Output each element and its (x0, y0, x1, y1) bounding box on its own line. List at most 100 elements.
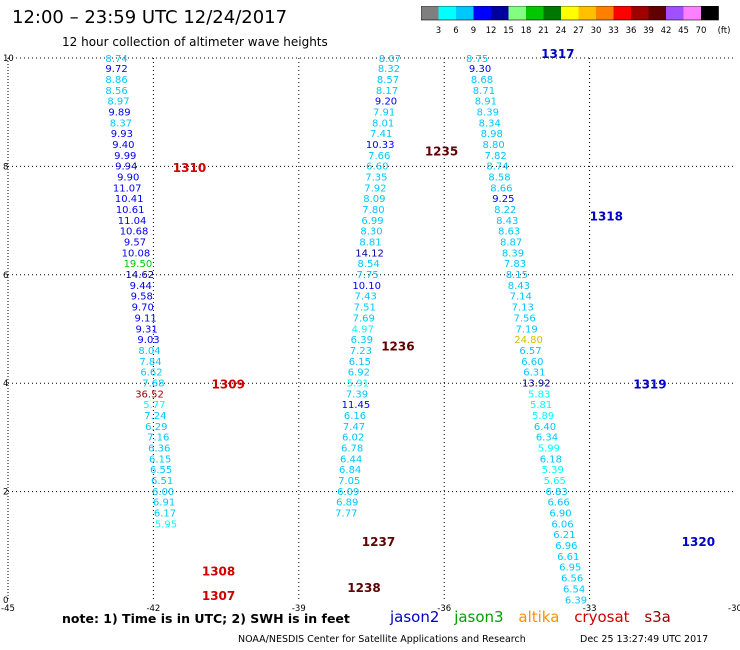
wave-height-point: 6.39 (565, 595, 587, 606)
pass-time-label: 1317 (541, 47, 574, 61)
colorbar-unit: (ft) (718, 26, 731, 36)
wave-height-point: 8.22 (494, 205, 516, 216)
wave-height-point: 7.13 (512, 303, 534, 314)
wave-height-point: 7.91 (373, 107, 395, 118)
wave-height-point: 5.91 (347, 378, 369, 389)
wave-height-point: 9.90 (117, 172, 139, 183)
wave-height-point: 9.70 (132, 303, 154, 314)
wave-height-point: 6.66 (547, 498, 569, 509)
wave-height-point: 6.89 (336, 498, 358, 509)
wave-height-point: 8.54 (357, 259, 379, 270)
wave-height-point: 6.15 (349, 357, 371, 368)
wave-height-point: 8.15 (506, 270, 528, 281)
colorbar-swatch (683, 6, 701, 20)
wave-height-point: 9.03 (137, 335, 159, 346)
wave-height-point: 6.92 (348, 368, 370, 379)
colorbar-label: 12 (486, 26, 497, 36)
wave-height-point: 6.29 (145, 422, 167, 433)
x-tick-label: -42 (146, 604, 160, 614)
satellite-legend: jason2 jason3 altika cryosat s3a (390, 608, 681, 626)
wave-height-point: 6.95 (559, 563, 581, 574)
wave-height-point: 6.96 (555, 541, 577, 552)
wave-height-point: 7.05 (338, 476, 360, 487)
pass-time-label: 1319 (633, 378, 666, 392)
chart-title: 12:00 – 23:59 UTC 12/24/2017 (12, 7, 288, 28)
wave-height-point: 7.19 (515, 324, 537, 335)
wave-height-point: 10.10 (352, 281, 381, 292)
wave-height-point: 7.75 (356, 270, 378, 281)
x-tick-label: -45 (1, 604, 15, 614)
wave-height-point: 8.34 (479, 118, 501, 129)
wave-height-point: 5.83 (528, 389, 550, 400)
wave-height-point: 9.40 (112, 140, 134, 151)
x-tick-label: -30 (728, 604, 740, 614)
y-tick-label: 2 (3, 488, 8, 498)
wave-height-point: 6.83 (546, 487, 568, 498)
wave-height-point: 8.56 (105, 86, 127, 97)
colorbar-swatch (561, 6, 579, 20)
x-tick-label: -36 (437, 604, 451, 614)
legend-jason3: jason3 (454, 608, 504, 626)
wave-height-point: 7.16 (147, 433, 169, 444)
colorbar-swatch (526, 6, 544, 20)
wave-height-point: 8.63 (498, 227, 520, 238)
wave-height-point: 6.17 (154, 509, 176, 520)
wave-height-point: 6.21 (553, 530, 575, 541)
wave-height-point: 6.90 (549, 509, 571, 520)
wave-height-point: 8.58 (488, 172, 510, 183)
wave-height-point: 8.32 (378, 64, 400, 75)
pass-time-label: 1235 (425, 145, 458, 159)
note-text: note: 1) Time is in UTC; 2) SWH is in fe… (62, 611, 350, 626)
wave-height-point: 8.98 (481, 129, 503, 140)
wave-height-point: 6.55 (150, 465, 172, 476)
colorbar-swatch (473, 6, 491, 20)
wave-height-point: 7.84 (139, 357, 161, 368)
wave-height-point: 8.86 (105, 75, 127, 86)
wave-height-point: 6.91 (153, 498, 175, 509)
colorbar-label: 33 (608, 26, 619, 36)
wave-height-point: 6.15 (149, 454, 171, 465)
wave-height-point: 10.33 (366, 140, 395, 151)
wave-height-point: 7.83 (504, 259, 526, 270)
colorbar-swatch (648, 6, 666, 20)
wave-height-point: 14.12 (355, 248, 384, 259)
colorbar-label: 70 (696, 26, 707, 36)
wave-height-point: 10.08 (122, 248, 151, 259)
pass-time-label: 1308 (202, 565, 235, 579)
pass-time-label: 1236 (381, 340, 414, 354)
wave-height-point: 8.43 (508, 281, 530, 292)
colorbar-label: 18 (521, 26, 532, 36)
wave-height-point: 7.66 (368, 151, 390, 162)
wave-height-point: 8.01 (372, 118, 394, 129)
wave-height-point: 6.60 (521, 357, 543, 368)
wave-height-point: 6.56 (561, 574, 583, 585)
wave-height-point: 24.80 (514, 335, 543, 346)
colorbar-label: 36 (626, 26, 637, 36)
wave-height-point: 7.24 (144, 411, 166, 422)
wave-height-point: 6.51 (151, 476, 173, 487)
timestamp-text: Dec 25 13:27:49 UTC 2017 (580, 634, 709, 645)
wave-height-point: 7.69 (353, 313, 375, 324)
wave-height-point: 11.45 (342, 400, 371, 411)
wave-height-point: 8.75 (466, 54, 488, 65)
y-tick-label: 6 (3, 271, 8, 281)
colorbar-swatch (666, 6, 684, 20)
wave-height-point: 8.66 (490, 183, 512, 194)
wave-height-point: 6.34 (536, 433, 558, 444)
wave-height-point: 6.40 (534, 422, 556, 433)
pass-time-label: 1320 (682, 535, 715, 549)
pass-time-label: 1238 (347, 581, 380, 595)
wave-height-point: 6.39 (351, 335, 373, 346)
y-tick-label: 8 (3, 162, 8, 172)
wave-height-point: 6.44 (340, 454, 362, 465)
wave-height-point: 7.92 (364, 183, 386, 194)
wave-height-point: 6.16 (344, 411, 366, 422)
colorbar-label: 6 (453, 26, 458, 36)
wave-height-point: 9.31 (135, 324, 157, 335)
wave-height-point: 6.54 (563, 584, 585, 595)
wave-height-point: 8.74 (105, 54, 127, 65)
wave-height-point: 8.43 (496, 216, 518, 227)
colorbar-label: 42 (661, 26, 672, 36)
wave-height-point: 10.41 (115, 194, 144, 205)
